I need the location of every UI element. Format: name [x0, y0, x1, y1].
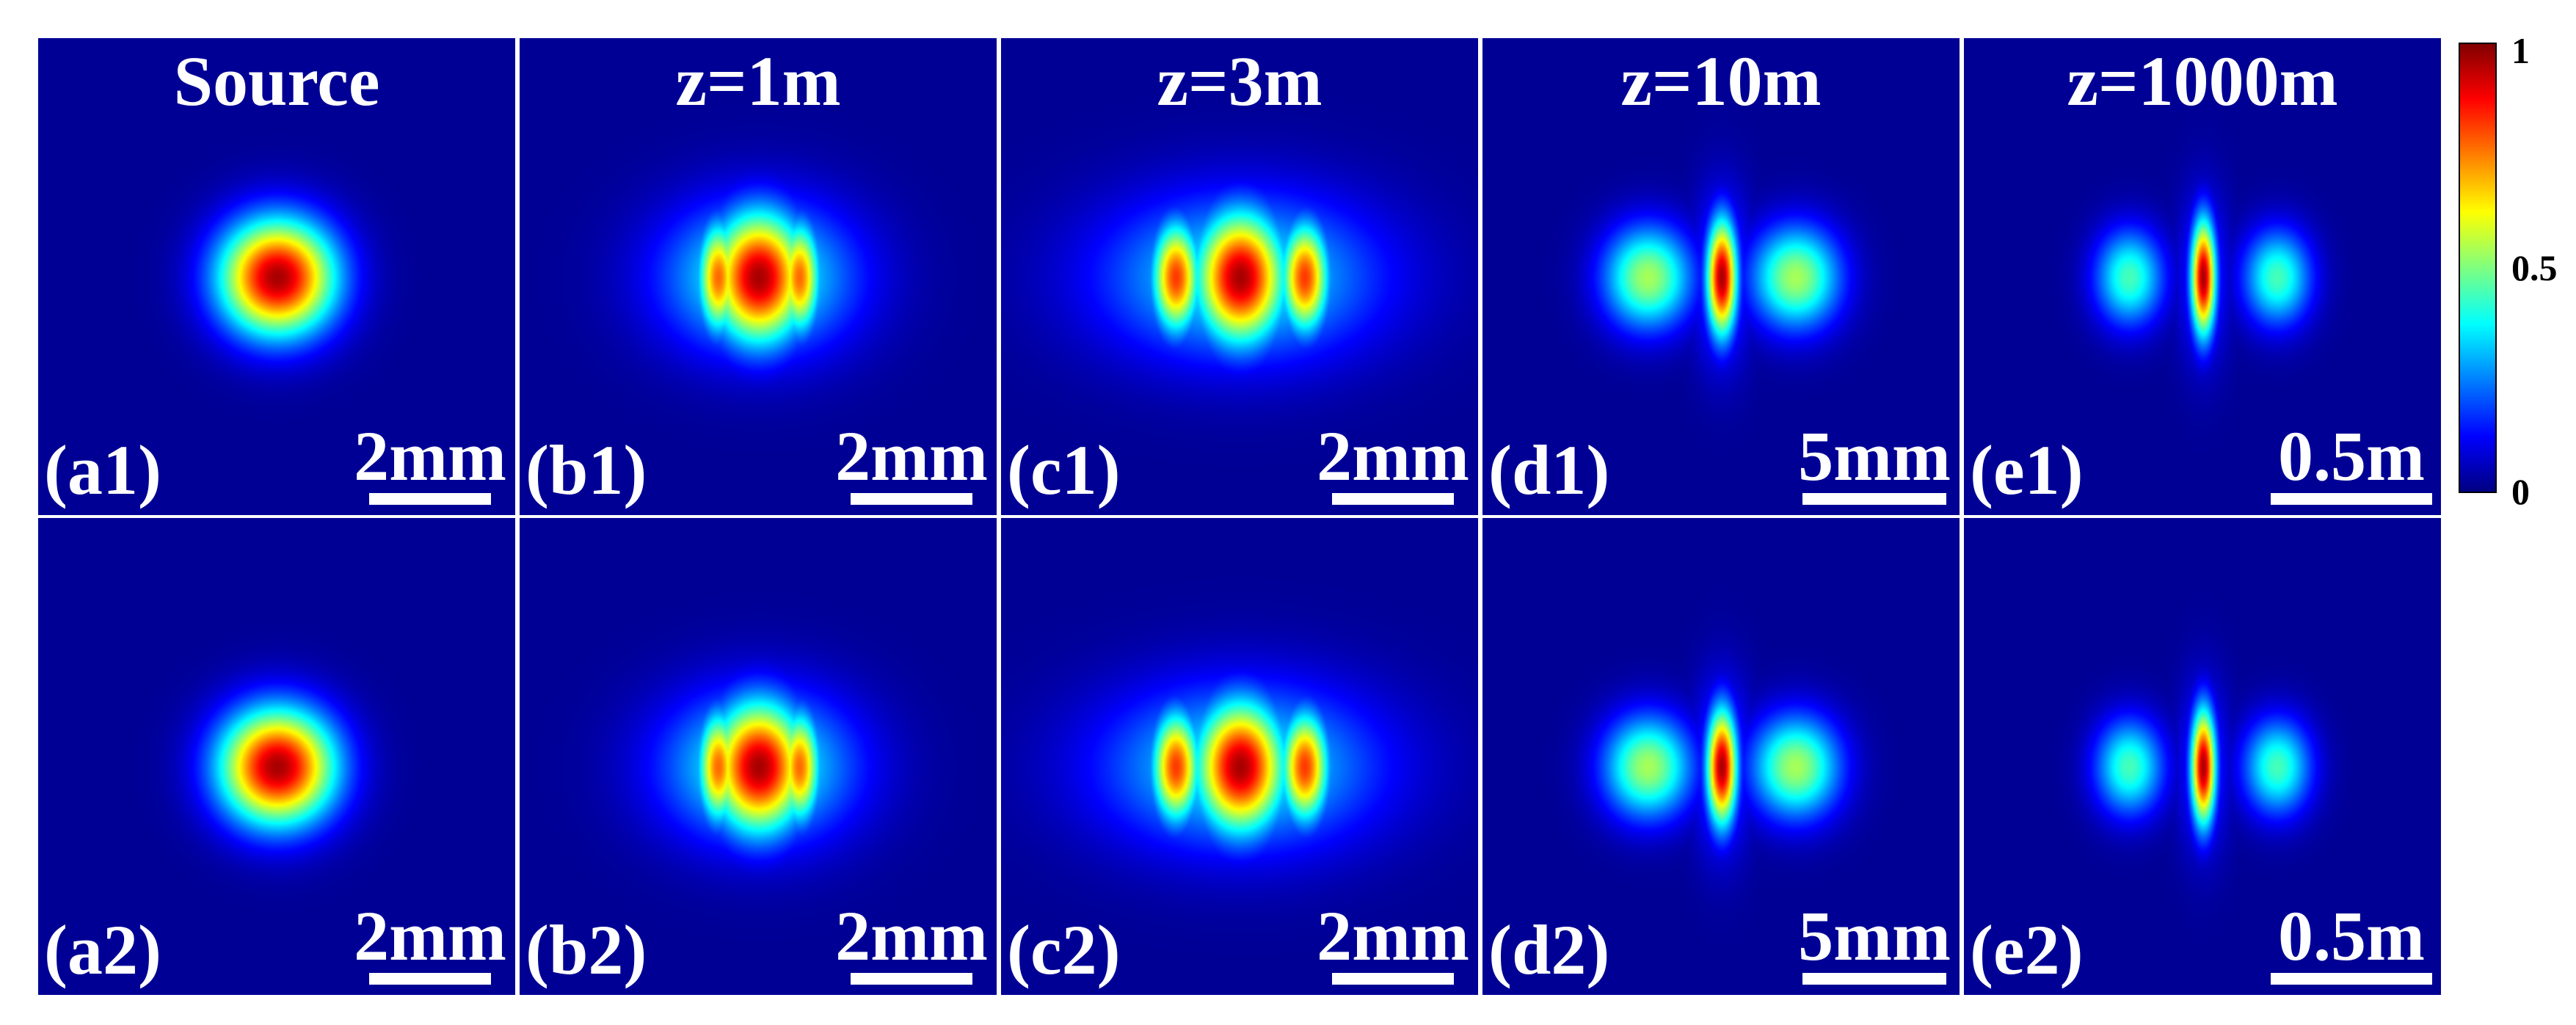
- panel-label: (d2): [1488, 911, 1610, 989]
- intensity-map: [520, 38, 997, 515]
- panel-c1: z=3m (c1) 2mm: [1001, 38, 1478, 515]
- panel-label: (e2): [1970, 911, 2084, 989]
- panel-b1: z=1m (b1) 2mm: [520, 38, 997, 515]
- scale-bar-group: 5mm: [1798, 420, 1951, 505]
- intensity-map: [1001, 38, 1478, 515]
- column-title: Source: [173, 42, 380, 120]
- intensity-map: [1482, 38, 1960, 515]
- panel-d1: z=10m (d1) 5mm: [1482, 38, 1960, 515]
- scale-bar: [2271, 973, 2432, 985]
- scale-bar-label: 5mm: [1798, 897, 1951, 975]
- panel-label: (a2): [44, 911, 161, 989]
- scale-bar-label: 5mm: [1798, 417, 1951, 495]
- scale-bar: [1802, 973, 1947, 985]
- panel-label: (d1): [1488, 431, 1610, 509]
- scale-bar: [1332, 973, 1455, 985]
- column-title: z=1m: [675, 42, 841, 120]
- scale-bar-group: 2mm: [835, 900, 988, 985]
- colorbar-tick-min: 0: [2511, 471, 2530, 512]
- colorbar-tick-max: 1: [2511, 30, 2530, 71]
- panel-a2: (a2) 2mm: [38, 518, 515, 995]
- panel-e1: z=1000m (e1) 0.5m: [1964, 38, 2441, 515]
- intensity-map: [38, 38, 515, 515]
- intensity-map: [1482, 518, 1960, 995]
- scale-bar-group: 2mm: [1317, 900, 1469, 985]
- column-title: z=10m: [1620, 42, 1822, 120]
- scale-bar: [369, 493, 492, 505]
- scale-bar-label: 2mm: [1317, 897, 1469, 975]
- scale-bar-label: 2mm: [354, 897, 506, 975]
- scale-bar-group: 0.5m: [2271, 900, 2432, 985]
- panel-a1: Source (a1) 2mm: [38, 38, 515, 515]
- intensity-map: [1001, 518, 1478, 995]
- scale-bar-label: 2mm: [835, 897, 988, 975]
- intensity-map: [38, 518, 515, 995]
- scale-bar: [369, 973, 492, 985]
- scale-bar-label: 2mm: [835, 417, 988, 495]
- intensity-map: [1964, 518, 2441, 995]
- scale-bar-label: 2mm: [1317, 417, 1469, 495]
- intensity-map: [520, 518, 997, 995]
- scale-bar-label: 0.5m: [2278, 897, 2425, 975]
- scale-bar: [1332, 493, 1455, 505]
- scale-bar-label: 2mm: [354, 417, 506, 495]
- panel-label: (e1): [1970, 431, 2084, 509]
- panel-c2: (c2) 2mm: [1001, 518, 1478, 995]
- panel-label: (b2): [525, 911, 647, 989]
- scale-bar: [851, 493, 973, 505]
- scale-bar-group: 5mm: [1798, 900, 1951, 985]
- scale-bar-group: 2mm: [354, 420, 506, 505]
- column-title: z=3m: [1157, 42, 1322, 120]
- scale-bar-label: 0.5m: [2278, 417, 2425, 495]
- intensity-map: [1964, 38, 2441, 515]
- scale-bar-group: 2mm: [354, 900, 506, 985]
- scale-bar: [1802, 493, 1947, 505]
- panel-d2: (d2) 5mm: [1482, 518, 1960, 995]
- scale-bar-group: 2mm: [1317, 420, 1469, 505]
- column-title: z=1000m: [2067, 42, 2338, 120]
- colorbar-frame: [2459, 43, 2497, 493]
- colorbar-gradient: [2459, 43, 2497, 493]
- panel-label: (c1): [1007, 431, 1121, 509]
- scale-bar: [851, 973, 973, 985]
- panel-e2: (e2) 0.5m: [1964, 518, 2441, 995]
- scale-bar: [2271, 493, 2432, 505]
- colorbar-tick-mid: 0.5: [2511, 247, 2558, 288]
- panel-label: (a1): [44, 431, 161, 509]
- scale-bar-group: 0.5m: [2271, 420, 2432, 505]
- panel-label: (c2): [1007, 911, 1121, 989]
- panel-label: (b1): [525, 431, 647, 509]
- scale-bar-group: 2mm: [835, 420, 988, 505]
- panel-b2: (b2) 2mm: [520, 518, 997, 995]
